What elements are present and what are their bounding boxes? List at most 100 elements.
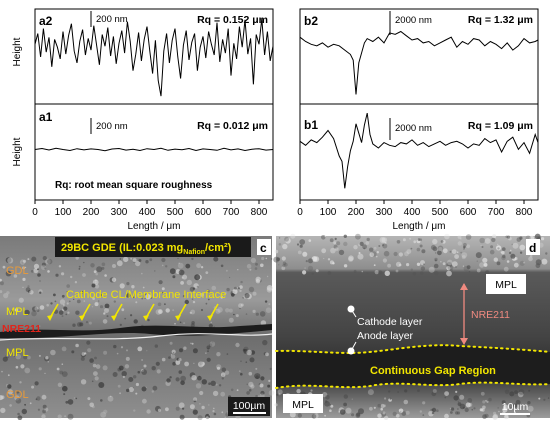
texture-speck <box>179 321 182 324</box>
texture-speck <box>31 256 37 262</box>
texture-speck <box>453 395 459 401</box>
texture-speck <box>157 408 162 412</box>
texture-speck <box>38 367 42 371</box>
texture-speck <box>91 306 94 308</box>
texture-speck <box>248 389 252 392</box>
texture-speck <box>476 268 481 273</box>
texture-speck <box>165 308 170 313</box>
texture-speck <box>416 247 421 252</box>
texture-speck <box>141 272 143 275</box>
texture-speck <box>461 252 468 258</box>
texture-speck <box>382 258 387 263</box>
texture-speck <box>141 359 144 361</box>
texture-speck <box>59 370 64 375</box>
texture-speck <box>249 268 252 271</box>
texture-speck <box>53 293 56 297</box>
texture-speck <box>35 398 38 401</box>
texture-speck <box>450 407 455 411</box>
texture-speck <box>192 287 196 290</box>
texture-speck <box>41 264 47 270</box>
texture-speck <box>145 260 149 264</box>
panel-label-b2: b2 <box>304 14 318 28</box>
texture-speck <box>117 384 121 388</box>
label-cathode-layer: Cathode layer <box>357 316 423 328</box>
texture-speck <box>143 364 147 368</box>
texture-speck <box>86 340 91 345</box>
interface-arrows <box>47 303 219 321</box>
gap-region-d <box>276 345 550 388</box>
texture-speck <box>81 352 86 356</box>
texture-speck <box>433 263 439 269</box>
texture-speck <box>221 411 224 414</box>
panel-label-b1: b1 <box>304 118 318 132</box>
texture-speck <box>84 352 87 355</box>
texture-speck <box>404 389 408 393</box>
texture-speck <box>104 303 110 309</box>
texture-speck <box>327 258 331 261</box>
texture-speck <box>244 293 250 299</box>
texture-speck <box>165 407 169 412</box>
texture-speck <box>255 367 258 370</box>
texture-speck <box>206 345 211 350</box>
texture-speck <box>225 269 228 272</box>
texture-speck <box>235 314 239 318</box>
texture-speck <box>444 391 449 396</box>
texture-speck <box>324 235 326 238</box>
texture-speck <box>268 379 271 382</box>
texture-speck <box>39 280 41 282</box>
texture-speck <box>455 411 459 415</box>
texture-speck <box>490 245 494 249</box>
texture-speck <box>133 319 138 324</box>
texture-speck <box>56 367 60 371</box>
texture-speck <box>260 320 267 326</box>
texture-speck <box>381 411 387 417</box>
interface-arrowhead <box>143 315 149 321</box>
texture-speck <box>138 259 142 262</box>
texture-speck <box>462 265 464 267</box>
interface-arrowhead <box>79 315 85 321</box>
label-nre211-d: NRE211 <box>471 309 510 321</box>
texture-speck <box>78 265 81 268</box>
texture-speck <box>381 237 388 243</box>
texture-speck <box>351 413 355 417</box>
texture-speck <box>57 414 62 419</box>
texture-speck <box>336 241 341 246</box>
texture-speck <box>41 262 46 267</box>
texture-speck <box>175 377 180 382</box>
texture-speck <box>250 384 255 389</box>
texture-speck <box>208 323 213 328</box>
texture-speck <box>61 363 64 366</box>
texture-speck <box>232 288 238 295</box>
texture-speck <box>7 389 13 395</box>
texture-speck <box>206 357 211 362</box>
texture-speck <box>213 256 219 262</box>
texture-speck <box>91 380 94 383</box>
interface-arrowhead <box>111 315 117 321</box>
texture-speck <box>228 317 234 323</box>
rq-a1: Rq = 0.012 μm <box>197 120 268 132</box>
texture-speck <box>321 248 327 254</box>
chart-a-x-tick-label: 0 <box>32 207 38 218</box>
texture-speck <box>130 314 133 317</box>
texture-speck <box>79 322 84 327</box>
texture-speck <box>200 293 205 297</box>
texture-speck <box>97 300 100 302</box>
texture-speck <box>75 256 79 260</box>
header-box-c <box>55 237 251 257</box>
texture-speck <box>25 287 31 293</box>
texture-speck <box>1 370 3 373</box>
texture-speck <box>437 250 442 256</box>
panel-label-d-box <box>526 239 540 255</box>
texture-speck <box>486 400 489 403</box>
texture-speck <box>213 407 215 410</box>
texture-speck <box>201 379 207 385</box>
label-mpl-d-top: MPL <box>495 279 517 291</box>
texture-speck <box>457 408 459 410</box>
texture-speck <box>226 287 230 292</box>
texture-speck <box>535 259 542 266</box>
texture-speck <box>205 271 209 274</box>
texture-speck <box>200 266 204 269</box>
texture-speck <box>44 267 47 270</box>
texture-speck <box>185 263 191 269</box>
texture-speck <box>451 261 458 267</box>
